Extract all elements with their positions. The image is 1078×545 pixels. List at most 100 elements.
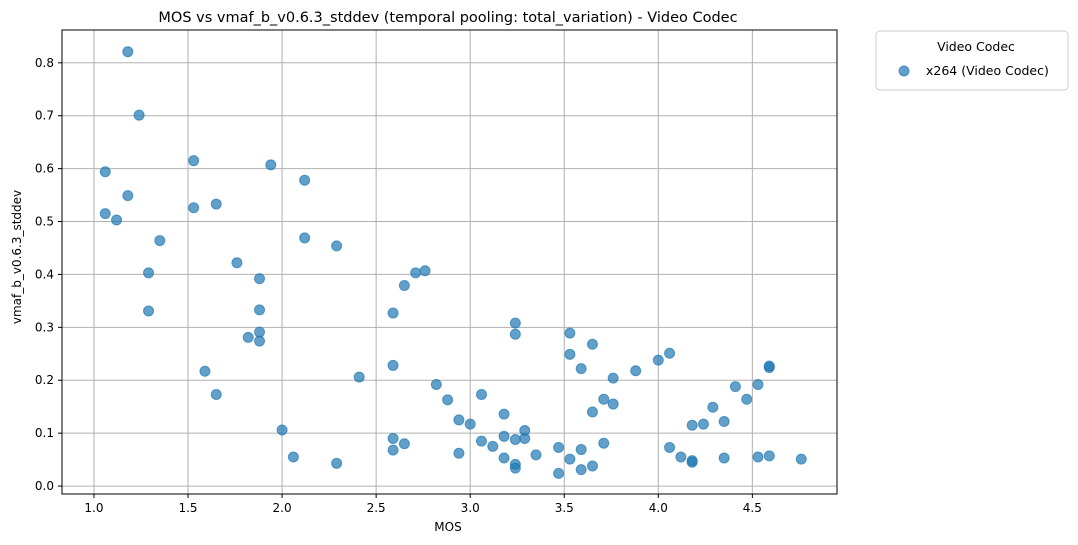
data-point bbox=[254, 273, 266, 285]
data-point bbox=[99, 166, 111, 178]
data-point bbox=[752, 378, 764, 390]
data-point bbox=[664, 347, 676, 359]
data-point bbox=[398, 280, 410, 292]
data-point bbox=[519, 432, 531, 444]
data-point bbox=[675, 451, 687, 463]
data-point bbox=[630, 365, 642, 377]
data-point bbox=[122, 46, 134, 58]
data-point bbox=[475, 389, 487, 401]
data-point bbox=[509, 328, 521, 340]
data-point bbox=[299, 232, 311, 244]
data-point bbox=[133, 109, 145, 121]
data-point bbox=[487, 440, 499, 452]
data-point bbox=[453, 447, 465, 459]
data-point bbox=[442, 394, 454, 406]
data-point bbox=[564, 327, 576, 339]
axes-frame bbox=[61, 29, 838, 495]
data-point bbox=[607, 398, 619, 410]
data-point bbox=[287, 451, 299, 463]
y-axis-title: vmaf_b_v0.6.3_stddev bbox=[10, 190, 24, 324]
data-point bbox=[242, 331, 254, 343]
data-point bbox=[265, 159, 277, 171]
data-point bbox=[763, 450, 775, 462]
data-point bbox=[598, 437, 610, 449]
data-point bbox=[331, 457, 343, 469]
data-point bbox=[564, 453, 576, 465]
data-point bbox=[553, 467, 565, 479]
data-point bbox=[188, 202, 200, 214]
data-point bbox=[697, 418, 709, 430]
data-point bbox=[419, 265, 431, 277]
data-point bbox=[498, 430, 510, 442]
data-point bbox=[231, 257, 243, 269]
data-point bbox=[188, 155, 200, 167]
data-point bbox=[509, 317, 521, 329]
y-tick-label: 0.4 bbox=[35, 267, 54, 281]
data-point bbox=[387, 432, 399, 444]
data-point bbox=[99, 208, 111, 220]
data-point bbox=[741, 393, 753, 405]
y-tick-label: 0.2 bbox=[35, 373, 54, 387]
data-point bbox=[387, 307, 399, 319]
data-point bbox=[607, 372, 619, 384]
x-tick-label: 4.0 bbox=[649, 501, 668, 515]
y-tick-label: 0.0 bbox=[35, 479, 54, 493]
data-point bbox=[586, 406, 598, 418]
data-point bbox=[498, 452, 510, 464]
x-axis-title: MOS bbox=[434, 520, 461, 534]
data-point bbox=[464, 418, 476, 430]
data-point bbox=[331, 240, 343, 252]
data-point bbox=[795, 453, 807, 465]
data-point bbox=[475, 435, 487, 447]
x-tick-label: 1.5 bbox=[178, 501, 197, 515]
data-point bbox=[498, 408, 510, 420]
data-point bbox=[387, 444, 399, 456]
data-point bbox=[598, 393, 610, 405]
data-point bbox=[111, 214, 123, 226]
x-tick-label: 2.0 bbox=[273, 501, 292, 515]
data-point bbox=[453, 414, 465, 426]
data-point bbox=[143, 305, 155, 317]
data-point bbox=[299, 174, 311, 186]
data-point bbox=[254, 304, 266, 316]
legend: Video Codec x264 (Video Codec) bbox=[875, 30, 1069, 91]
legend-title: Video Codec bbox=[937, 39, 1015, 54]
data-point bbox=[154, 235, 166, 247]
data-point bbox=[575, 444, 587, 456]
data-point bbox=[718, 416, 730, 428]
y-tick-label: 0.1 bbox=[35, 426, 54, 440]
data-point bbox=[276, 424, 288, 436]
data-point bbox=[729, 381, 741, 393]
data-point bbox=[718, 452, 730, 464]
data-point bbox=[353, 371, 365, 383]
y-tick-label: 0.8 bbox=[35, 56, 54, 70]
data-point bbox=[763, 362, 775, 374]
data-point bbox=[553, 441, 565, 453]
plot-area: 1.0 1.5 2.0 2.5 3.0 3.5 4.0 4.5 0.0 0.1 0.2 0.3 0.4 0… bbox=[35, 29, 838, 515]
data-point bbox=[664, 441, 676, 453]
data-point bbox=[199, 365, 211, 377]
data-point bbox=[398, 438, 410, 450]
data-point bbox=[143, 267, 155, 279]
x-tick-label: 3.0 bbox=[461, 501, 480, 515]
data-point bbox=[686, 419, 698, 431]
data-point bbox=[210, 389, 222, 401]
data-point bbox=[530, 449, 542, 461]
chart-title: MOS vs vmaf_b_v0.6.3_stddev (temporal po… bbox=[158, 10, 737, 26]
data-point bbox=[686, 456, 698, 468]
legend-frame bbox=[875, 30, 1069, 91]
data-point bbox=[430, 378, 442, 390]
data-point bbox=[254, 335, 266, 347]
data-point bbox=[586, 460, 598, 472]
y-tick-label: 0.7 bbox=[35, 109, 54, 123]
data-point bbox=[752, 451, 764, 463]
data-point bbox=[652, 354, 664, 366]
y-tick-label: 0.5 bbox=[35, 215, 54, 229]
data-point bbox=[210, 198, 222, 210]
data-point bbox=[575, 363, 587, 375]
legend-marker bbox=[898, 65, 910, 77]
data-point bbox=[575, 464, 587, 476]
x-tick-label: 4.5 bbox=[743, 501, 762, 515]
data-point bbox=[387, 359, 399, 371]
